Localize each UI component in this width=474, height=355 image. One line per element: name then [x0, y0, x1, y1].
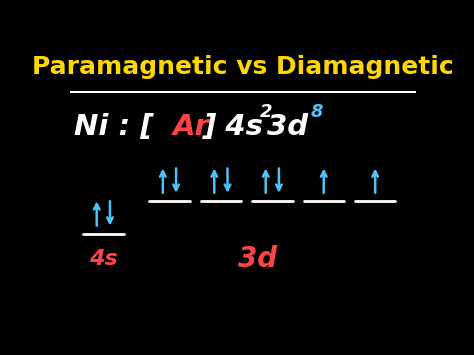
- Text: 3d: 3d: [238, 245, 277, 273]
- Text: Paramagnetic vs Diamagnetic: Paramagnetic vs Diamagnetic: [32, 55, 454, 79]
- Text: Ni : [: Ni : [: [74, 113, 154, 141]
- Text: 4s: 4s: [89, 248, 118, 268]
- Text: 3d: 3d: [267, 113, 308, 141]
- Text: ] 4s: ] 4s: [202, 113, 264, 141]
- Text: 8: 8: [311, 103, 323, 121]
- Text: 2: 2: [259, 103, 272, 121]
- Text: Ar: Ar: [173, 113, 210, 141]
